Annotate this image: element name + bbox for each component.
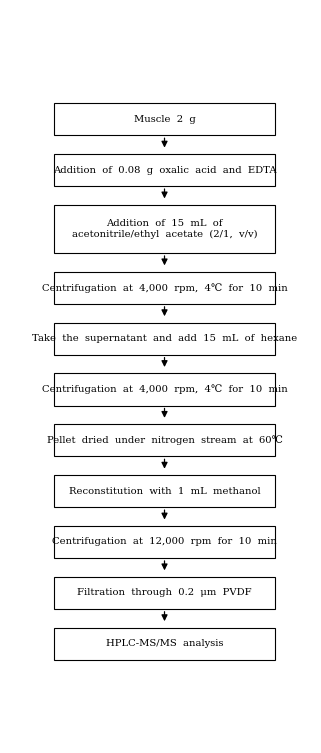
Bar [54, 577, 275, 609]
Text: Centrifugation  at  12,000  rpm  for  10  min: Centrifugation at 12,000 rpm for 10 min [52, 538, 277, 547]
Text: Addition  of  0.08  g  oxalic  acid  and  EDTA: Addition of 0.08 g oxalic acid and EDTA [53, 166, 276, 175]
Bar [54, 424, 275, 456]
Text: Addition  of  15  mL  of
acetonitrile/ethyl  acetate  (2/1,  v/v): Addition of 15 mL of acetonitrile/ethyl … [72, 218, 257, 239]
Text: Centrifugation  at  4,000  rpm,  4℃  for  10  min: Centrifugation at 4,000 rpm, 4℃ for 10 m… [42, 385, 287, 395]
Bar [54, 272, 275, 304]
Bar [54, 373, 275, 406]
Text: Take  the  supernatant  and  add  15  mL  of  hexane: Take the supernatant and add 15 mL of he… [32, 334, 297, 343]
Text: Muscle  2  g: Muscle 2 g [134, 114, 195, 123]
Text: Pellet  dried  under  nitrogen  stream  at  60℃: Pellet dried under nitrogen stream at 60… [47, 435, 282, 445]
Text: Filtration  through  0.2  μm  PVDF: Filtration through 0.2 μm PVDF [77, 588, 252, 597]
Bar [54, 526, 275, 558]
Text: Reconstitution  with  1  mL  methanol: Reconstitution with 1 mL methanol [69, 486, 260, 495]
Bar [54, 322, 275, 355]
Bar [54, 475, 275, 508]
Text: Centrifugation  at  4,000  rpm,  4℃  for  10  min: Centrifugation at 4,000 rpm, 4℃ for 10 m… [42, 283, 287, 293]
Bar [54, 205, 275, 253]
Bar [54, 154, 275, 186]
Bar [54, 103, 275, 136]
Text: HPLC-MS/MS  analysis: HPLC-MS/MS analysis [106, 639, 223, 648]
Bar [54, 627, 275, 660]
